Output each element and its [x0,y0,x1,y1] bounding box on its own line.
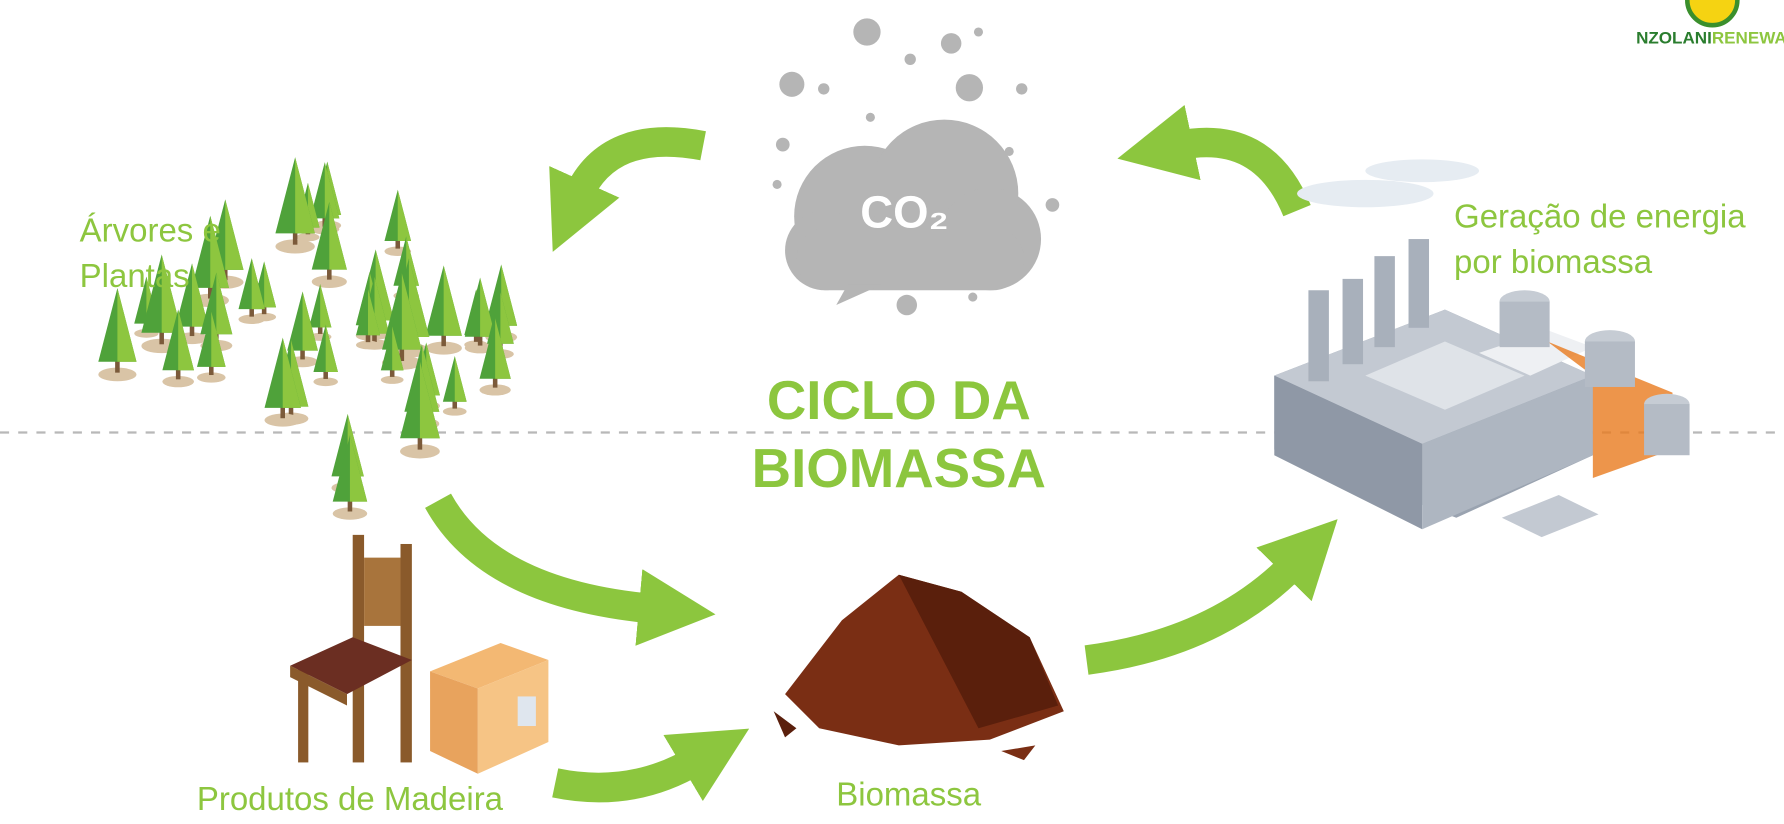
logo-part: RENEWA [1712,28,1784,47]
tree-shadow [381,376,404,384]
node-label: Árvores e [80,211,221,248]
logo-part: NZOLANI [1636,28,1712,47]
diagram: CO₂ CICLO DA BIO [0,0,1784,824]
co2-label: CO₂ [860,187,948,238]
node-label: Biomassa [836,776,981,813]
node-label: Produtos de Madeira [197,780,504,817]
node-label: por biomassa [1454,243,1653,280]
node-label: Plantas [80,257,190,294]
node-label: Geração de energia [1454,198,1746,235]
page: CO₂ CICLO DA BIO [0,0,1784,824]
logo-text: NZOLANIRENEWA [1636,28,1784,47]
title-line: BIOMASSA [752,438,1046,499]
title-line: CICLO DA [767,370,1031,431]
